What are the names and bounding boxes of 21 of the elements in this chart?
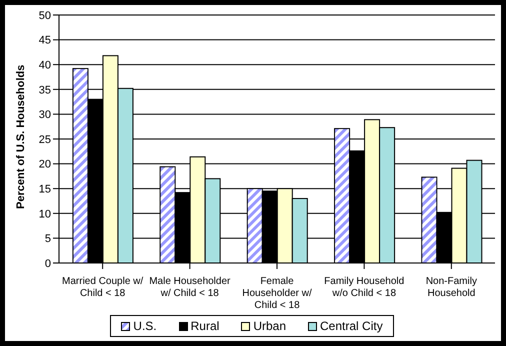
- x-tick-label: Male Householder w/ Child < 18: [149, 276, 232, 299]
- y-tick-label: 15: [38, 184, 51, 196]
- y-axis-title: Percent of U.S. Households: [14, 64, 27, 209]
- x-tick-label: Non-Family Household: [426, 276, 477, 299]
- y-tick-label: 20: [38, 158, 51, 171]
- x-tick-label: Female Householder w/ Child < 18: [242, 276, 312, 311]
- y-tick-label: 10: [38, 208, 51, 220]
- y-tick-label: 45: [38, 34, 51, 47]
- legend-label: U.S.: [132, 319, 157, 333]
- y-tick-label: 5: [44, 233, 51, 246]
- legend-label: Central City: [319, 319, 383, 333]
- y-tick-label: 30: [38, 109, 51, 122]
- legend-label: Urban: [252, 319, 286, 333]
- x-tick-label: Married Couple w/ Child < 18: [62, 276, 144, 299]
- x-tick-label: Family Household w/o Child < 18: [324, 276, 404, 299]
- y-tick-label: 35: [38, 84, 51, 96]
- y-tick-label: 40: [38, 60, 51, 72]
- legend-label: Rural: [190, 319, 220, 333]
- y-tick-label: 50: [38, 10, 51, 22]
- y-tick-label: 25: [38, 134, 51, 146]
- y-tick-label: 0: [44, 258, 51, 270]
